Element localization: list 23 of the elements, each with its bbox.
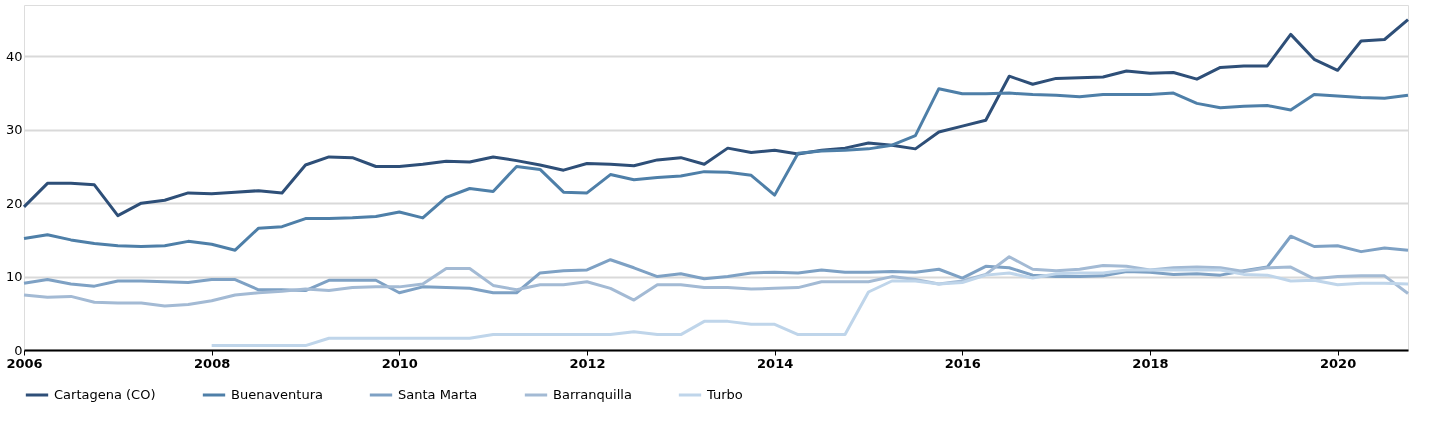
y-tick-label: 10	[5, 269, 23, 285]
x-tick-label: 2020	[1320, 355, 1357, 371]
x-tick-label: 2008	[194, 355, 231, 371]
line-series	[22, 18, 1410, 218]
legend-label: Turbo	[706, 387, 743, 402]
line-series	[210, 268, 1410, 348]
x-tick-label: 2016	[944, 355, 981, 371]
line-series	[22, 87, 1410, 252]
x-tick-label: 2012	[569, 355, 606, 371]
y-tick-label: 30	[5, 122, 23, 138]
line-series	[22, 234, 1410, 295]
x-tick-label: 2010	[381, 355, 418, 371]
x-tick-label: 2014	[757, 355, 794, 371]
legend-label: Santa Marta	[398, 387, 478, 402]
y-tick-label: 40	[5, 48, 23, 64]
legend-label: Cartagena (CO)	[54, 387, 156, 402]
line-series	[22, 255, 1410, 308]
x-tick-label: 2018	[1132, 355, 1169, 371]
legend-label: Buenaventura	[231, 387, 323, 402]
x-tick-label: 2006	[6, 355, 43, 371]
y-tick-label: 20	[5, 195, 23, 211]
y-tick-label: 0	[14, 342, 23, 358]
legend-label: Barranquilla	[553, 387, 632, 402]
